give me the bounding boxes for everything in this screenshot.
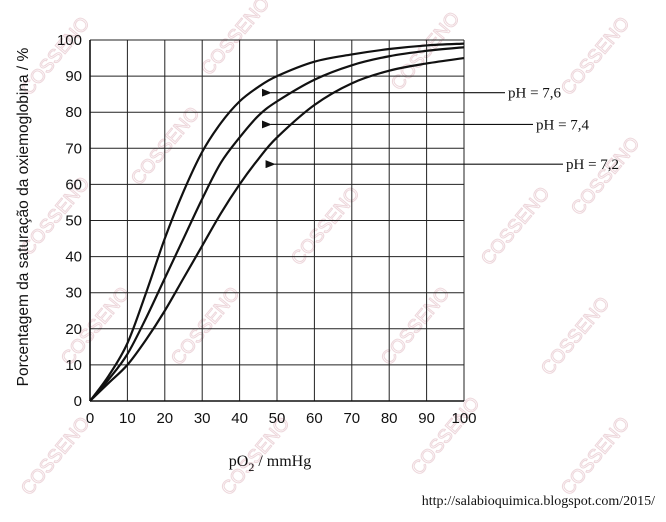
x-axis-label: pO2 / mmHg [229,453,311,474]
y-tick-label: 10 [65,357,82,374]
y-tick-label: 40 [65,249,82,266]
y-tick-label: 60 [65,176,82,193]
x-tick-label: 40 [231,410,248,427]
watermark-text: COSSENO [537,293,614,379]
annotations-layer: pH = 7,6 pH = 7,4 pH = 7,2 [261,86,619,173]
y-tick-labels: 0 10 20 30 40 50 60 70 80 90 100 [57,32,82,410]
y-tick-label: 50 [65,213,82,230]
x-tick-label: 70 [343,410,360,427]
watermark-text: COSSENO [557,13,634,99]
plot-grid [89,39,465,402]
watermark-text: COSSENO [407,393,484,479]
watermark-text: COSSENO [17,413,94,499]
y-tick-label: 0 [74,393,82,410]
watermark-text: COSSENO [557,413,634,499]
annotation-label: pH = 7,2 [566,157,619,173]
y-tick-label: 20 [65,321,82,338]
source-credit: http://salabioquimica.blogspot.com/2015/ [422,494,655,509]
curve-series-3 [89,56,465,402]
x-tick-label: 30 [194,410,211,427]
x-tick-label: 100 [451,410,476,427]
watermark-layer: COSSENO COSSENO COSSENO COSSENOCOSSENOCOSSE… [17,0,645,500]
curves-layer [89,42,465,402]
x-axis-label-subscript: 2 [248,460,254,474]
curve-series-1 [89,42,465,402]
y-tick-label: 100 [57,32,82,49]
y-tick-label: 80 [65,104,82,121]
curve-series-2 [89,46,465,402]
x-tick-label: 0 [86,410,94,427]
x-tick-label: 50 [269,410,286,427]
watermark-text: COSSENO [127,103,204,189]
x-axis-label-unit: / mmHg [254,453,311,470]
y-tick-label: 70 [65,140,82,157]
y-axis-label: Porcentagem da saturação da oxiemoglobin… [15,47,32,386]
watermark-text: COSSENO [167,283,244,369]
x-tick-label: 60 [306,410,323,427]
x-tick-labels: 0 10 20 30 40 50 60 70 80 90 100 [86,410,477,427]
annotation-label: pH = 7,4 [536,117,590,133]
x-tick-label: 90 [418,410,435,427]
watermark-text: COSSENO [477,183,554,269]
x-tick-label: 20 [156,410,173,427]
watermark-text: COSSENO [567,133,644,219]
annotation-label: pH = 7,6 [508,86,562,102]
x-axis-label-main: pO [229,453,249,470]
x-tick-label: 80 [381,410,398,427]
x-tick-label: 10 [119,410,136,427]
y-tick-label: 90 [65,68,82,85]
y-tick-label: 30 [65,285,82,302]
